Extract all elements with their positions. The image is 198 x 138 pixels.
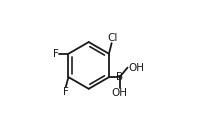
Text: OH: OH: [112, 88, 128, 98]
Text: F: F: [52, 49, 58, 59]
Text: F: F: [63, 87, 69, 97]
Text: B: B: [116, 72, 123, 82]
Text: OH: OH: [128, 63, 144, 73]
Text: Cl: Cl: [107, 33, 117, 43]
